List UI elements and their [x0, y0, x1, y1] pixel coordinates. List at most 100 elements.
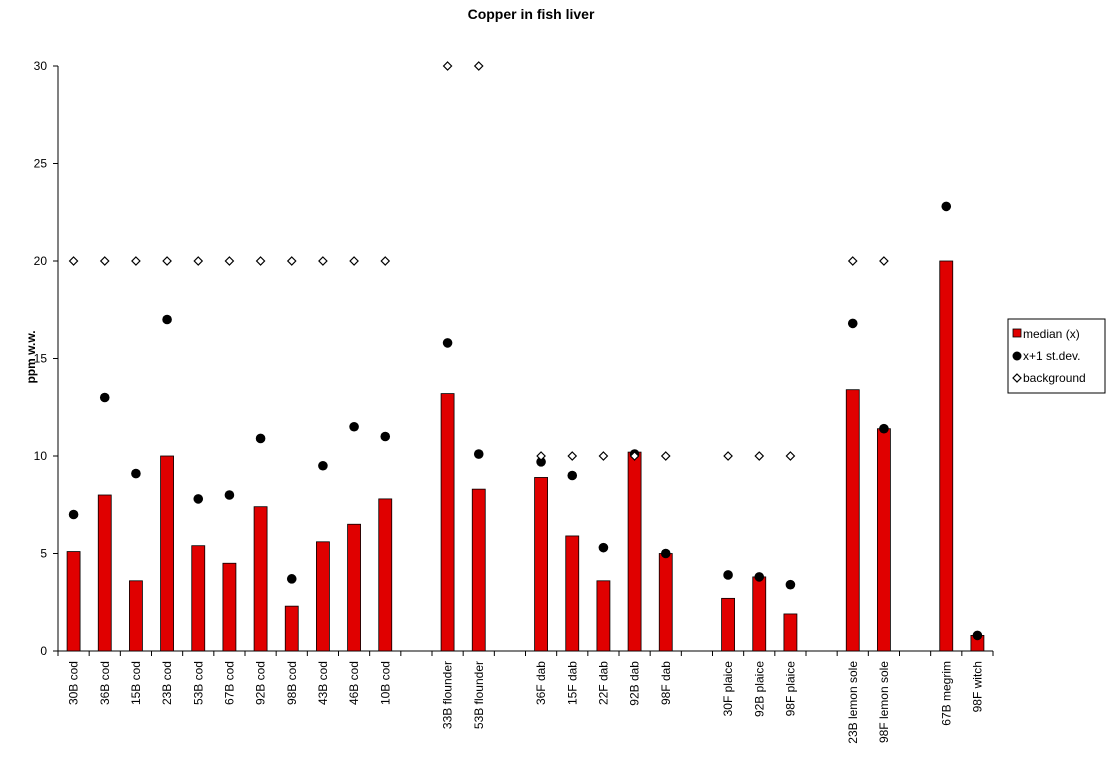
point-sd [131, 468, 141, 479]
x-tick-label: 92B dab [628, 661, 642, 706]
y-tick-label: 30 [34, 59, 48, 73]
point-background [380, 256, 391, 266]
x-tick-label: 15F dab [565, 661, 579, 705]
point-background [879, 256, 889, 266]
x-tick-label: 98F lemon sole [877, 661, 891, 743]
x-tick-label: 23B lemon sole [846, 661, 860, 744]
point-background [473, 61, 484, 71]
x-tick-label: 98F plaice [783, 661, 797, 717]
bar-median [721, 597, 735, 652]
x-tick-label: 92B plaice [752, 661, 766, 717]
point-background [131, 256, 141, 266]
x-tick-label: 46B cod [347, 661, 361, 705]
bar-median [97, 494, 112, 652]
point-sd [442, 338, 453, 348]
chart-title: Copper in fish liver [468, 6, 595, 22]
plot-area: 0 5 10 15 20 25 30 30B cod 36B cod 15B cod 23B cod… [34, 59, 994, 744]
point-background [598, 451, 609, 461]
y-tick-label: 25 [34, 157, 48, 171]
point-background [255, 256, 266, 266]
point-sd [349, 421, 359, 432]
point-background [286, 256, 297, 266]
y-tick-label: 0 [40, 644, 47, 658]
point-sd [598, 542, 609, 553]
x-tick-label: 92B cod [254, 661, 268, 705]
x-tick-label: 36B cod [98, 661, 112, 705]
x-tick-label: 98F witch [970, 661, 984, 712]
x-tick-label: 67B megrim [939, 661, 953, 726]
point-background [567, 451, 578, 461]
x-tick-label: 67B cod [222, 661, 236, 705]
point-sd [286, 574, 297, 584]
point-sd [972, 630, 983, 641]
x-tick-label: 43B cod [316, 661, 330, 705]
x-tick-label: 22F dab [596, 661, 610, 705]
point-sd [99, 392, 110, 403]
point-sd [473, 449, 484, 459]
x-tick-label: 98F dab [659, 661, 673, 705]
point-sd [660, 548, 671, 559]
y-tick-label: 15 [34, 352, 48, 366]
x-tick-label: 23B cod [160, 661, 174, 705]
bar-median [877, 428, 891, 652]
point-background [536, 451, 546, 461]
bar-median [565, 535, 580, 652]
point-background [349, 256, 359, 266]
legend-swatch-median [1012, 328, 1022, 338]
point-sd [567, 470, 578, 481]
point-sd [318, 460, 328, 471]
legend-label-sd: x+1 st.dev. [1023, 349, 1080, 363]
x-tick-label: 53B flounder [472, 661, 486, 729]
point-background [224, 256, 235, 266]
bar-median [347, 523, 361, 652]
point-sd [162, 314, 172, 325]
bar-median [783, 613, 798, 652]
x-tick-label: 30F plaice [721, 661, 735, 717]
point-sd [224, 490, 235, 500]
point-background [193, 256, 204, 266]
point-sd [723, 570, 733, 580]
bar-median [253, 506, 268, 652]
bar-median [160, 455, 174, 652]
y-tick-label: 10 [34, 449, 48, 463]
bar-median [939, 260, 954, 652]
bar-median [66, 551, 81, 652]
bar-median [284, 605, 299, 652]
bar-median [191, 545, 206, 652]
y-tick-label: 5 [40, 547, 47, 561]
point-background [754, 451, 765, 461]
bar-median [627, 451, 642, 652]
x-tick-label: 30B cod [67, 661, 81, 705]
point-background [99, 256, 110, 266]
x-tick-label: 53B cod [191, 661, 205, 705]
point-sd [754, 572, 765, 582]
point-sd [68, 509, 79, 520]
bar-median [316, 541, 330, 652]
bar-median [658, 553, 673, 652]
bar-median [596, 580, 611, 652]
point-sd [785, 579, 796, 590]
point-sd [941, 201, 952, 212]
point-background [68, 256, 79, 266]
point-sd [847, 318, 858, 329]
bar-median [471, 488, 486, 652]
legend-label-background: background [1023, 371, 1086, 385]
point-sd [255, 433, 266, 444]
point-background [629, 451, 640, 461]
bar-median [378, 498, 393, 652]
y-axis-label: ppm w.w. [24, 330, 38, 383]
point-background [723, 451, 733, 461]
point-background [847, 256, 858, 266]
point-sd [536, 457, 546, 467]
bar-median [222, 562, 237, 652]
point-background [162, 256, 172, 266]
point-sd [380, 431, 391, 442]
legend-marker-sd [1012, 351, 1022, 361]
x-tick-label: 98B cod [285, 661, 299, 705]
point-background [318, 256, 328, 266]
y-tick-label: 20 [34, 254, 48, 268]
x-tick-label: 10B cod [378, 661, 392, 705]
point-sd [193, 494, 204, 504]
legend-marker-background [1012, 373, 1022, 383]
